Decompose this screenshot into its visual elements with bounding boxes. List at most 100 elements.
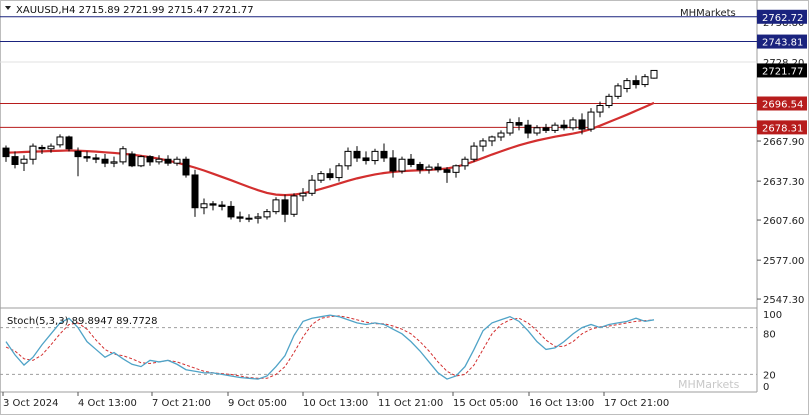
- candle[interactable]: [533, 125, 541, 136]
- candle[interactable]: [299, 188, 307, 202]
- candle[interactable]: [47, 143, 55, 153]
- time-tick-label: 15 Oct 05:00: [453, 398, 518, 409]
- time-tick-label: 16 Oct 13:00: [529, 398, 594, 409]
- candle[interactable]: [398, 156, 406, 174]
- candle[interactable]: [371, 148, 379, 165]
- candle[interactable]: [272, 197, 280, 215]
- candle[interactable]: [20, 155, 28, 172]
- candle[interactable]: [110, 156, 118, 168]
- horizontal-levels[interactable]: [0, 16, 757, 128]
- candle[interactable]: [263, 209, 271, 220]
- candle[interactable]: [326, 168, 334, 181]
- candle-body-bear: [128, 153, 136, 167]
- candle[interactable]: [623, 78, 631, 93]
- candle-body-bear: [416, 163, 424, 171]
- candle-body-bull: [20, 158, 28, 164]
- candle[interactable]: [227, 201, 235, 220]
- candle-body-bear: [281, 199, 289, 215]
- candle[interactable]: [38, 144, 46, 154]
- candle[interactable]: [587, 108, 595, 132]
- candle[interactable]: [317, 171, 325, 183]
- candle[interactable]: [461, 156, 469, 170]
- candle[interactable]: [578, 113, 586, 135]
- candle[interactable]: [569, 117, 577, 131]
- time-tick-label: 17 Oct 21:00: [604, 398, 669, 409]
- candle-body-bull: [596, 105, 604, 113]
- candle[interactable]: [101, 154, 109, 168]
- candle-body-bull: [263, 211, 271, 218]
- candle[interactable]: [290, 193, 298, 217]
- candle[interactable]: [407, 154, 415, 168]
- candle[interactable]: [191, 169, 199, 217]
- candle[interactable]: [353, 146, 361, 162]
- candle[interactable]: [92, 154, 100, 164]
- candle-body-bull: [173, 158, 181, 164]
- candle[interactable]: [29, 143, 37, 165]
- candle[interactable]: [389, 150, 397, 178]
- candle[interactable]: [2, 145, 10, 162]
- candle[interactable]: [434, 163, 442, 173]
- candle-body-bear: [92, 157, 100, 160]
- candle-body-bull: [371, 150, 379, 162]
- candle[interactable]: [560, 119, 568, 131]
- candle[interactable]: [83, 151, 91, 162]
- candle[interactable]: [506, 118, 514, 136]
- candle[interactable]: [362, 151, 370, 165]
- candle[interactable]: [632, 75, 640, 89]
- candle[interactable]: [479, 138, 487, 152]
- candle-body-bear: [65, 136, 73, 150]
- candle[interactable]: [200, 198, 208, 215]
- candle[interactable]: [308, 174, 316, 196]
- candle[interactable]: [245, 214, 253, 223]
- candles[interactable]: [2, 69, 658, 224]
- candle[interactable]: [542, 123, 550, 134]
- candle[interactable]: [641, 74, 649, 88]
- candle[interactable]: [614, 83, 622, 99]
- candle[interactable]: [443, 167, 451, 183]
- candle[interactable]: [416, 161, 424, 174]
- candle[interactable]: [236, 211, 244, 223]
- candle-body-bull: [551, 124, 559, 131]
- candle-body-bull: [398, 158, 406, 172]
- candle-body-bull: [119, 148, 127, 163]
- candle[interactable]: [497, 130, 505, 141]
- candle[interactable]: [515, 117, 523, 131]
- candle[interactable]: [254, 212, 262, 224]
- candle-body-bear: [164, 158, 172, 164]
- candle[interactable]: [164, 155, 172, 166]
- price-tag-label: 2678.31: [762, 123, 803, 134]
- candle[interactable]: [209, 201, 217, 211]
- candle[interactable]: [650, 69, 658, 79]
- candle[interactable]: [524, 119, 532, 139]
- candle[interactable]: [182, 156, 190, 178]
- candle-body-bull: [290, 195, 298, 215]
- candle[interactable]: [605, 93, 613, 109]
- candle[interactable]: [452, 164, 460, 178]
- candle[interactable]: [425, 164, 433, 174]
- candle-body-bull: [335, 165, 343, 179]
- candle[interactable]: [65, 135, 73, 152]
- candle[interactable]: [11, 151, 19, 169]
- candle[interactable]: [335, 163, 343, 182]
- candle[interactable]: [344, 147, 352, 170]
- candle[interactable]: [380, 143, 388, 162]
- candle[interactable]: [56, 134, 64, 148]
- candle[interactable]: [218, 201, 226, 211]
- candle-body-bear: [326, 173, 334, 179]
- candle[interactable]: [551, 122, 559, 134]
- candle[interactable]: [128, 151, 136, 168]
- candle[interactable]: [470, 142, 478, 162]
- broker-brand: MHMarkets: [680, 8, 736, 19]
- candle[interactable]: [155, 155, 163, 165]
- candle[interactable]: [173, 156, 181, 166]
- candle[interactable]: [119, 146, 127, 165]
- candle[interactable]: [74, 147, 82, 177]
- candle-body-bull: [110, 161, 118, 164]
- candle[interactable]: [146, 155, 154, 166]
- candle[interactable]: [488, 135, 496, 147]
- candle[interactable]: [137, 155, 145, 168]
- candle[interactable]: [281, 194, 289, 223]
- candle-body-bull: [488, 136, 496, 142]
- candle[interactable]: [596, 101, 604, 118]
